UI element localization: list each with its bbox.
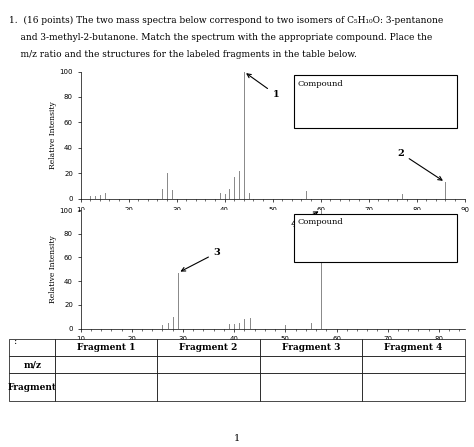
Y-axis label: Relative Intensity: Relative Intensity	[49, 236, 57, 303]
Text: 1: 1	[247, 74, 279, 99]
Text: 3: 3	[182, 248, 220, 271]
Bar	[294, 214, 457, 262]
Text: and 3-methyl-2-butanone. Match the spectrum with the appropriate compound. Place: and 3-methyl-2-butanone. Match the spect…	[9, 33, 433, 42]
Text: 2: 2	[397, 148, 442, 180]
Text: Compound: Compound	[298, 80, 343, 88]
X-axis label: m/z: m/z	[265, 215, 280, 224]
Text: :: :	[14, 337, 17, 346]
Text: Compound: Compound	[298, 218, 343, 226]
X-axis label: m/z: m/z	[265, 345, 280, 353]
Text: 4: 4	[291, 212, 318, 229]
Text: 1.  (16 points) The two mass spectra below correspond to two isomers of C₅H₁₀O: : 1. (16 points) The two mass spectra belo…	[9, 16, 444, 25]
Bar	[294, 76, 457, 127]
Text: 1: 1	[234, 434, 240, 443]
Y-axis label: Relative Intensity: Relative Intensity	[49, 101, 57, 169]
Text: m/z ratio and the structures for the labeled fragments in the table below.: m/z ratio and the structures for the lab…	[9, 50, 357, 59]
